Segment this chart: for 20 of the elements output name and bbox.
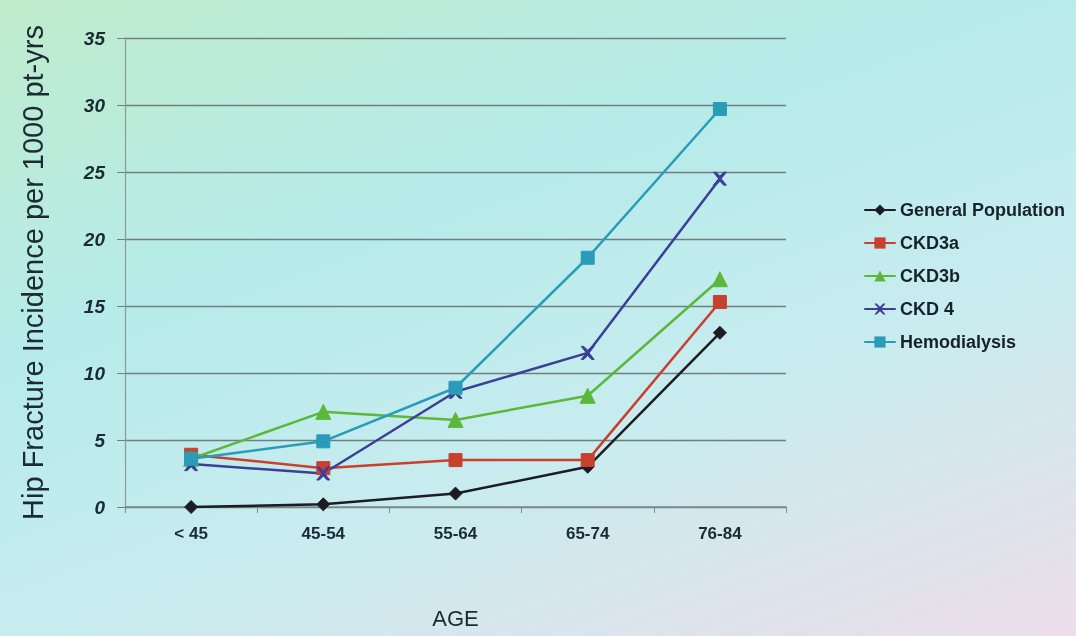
y-tick-label: 35 bbox=[83, 27, 106, 49]
y-tick-label: 20 bbox=[82, 228, 106, 250]
y-axis-title: Hip Fracture Incidence per 1000 pt-yrs bbox=[16, 25, 49, 520]
legend-label: CKD 4 bbox=[899, 299, 954, 319]
y-tick-label: 30 bbox=[83, 94, 106, 116]
x-tick-label: 65-74 bbox=[565, 524, 610, 543]
x-tick-label: 45-54 bbox=[301, 524, 346, 543]
y-tick-label: 5 bbox=[94, 429, 106, 451]
legend-label: Hemodialysis bbox=[899, 332, 1017, 352]
x-tick-label: < 45 bbox=[174, 524, 208, 543]
y-tick-label: 10 bbox=[83, 362, 106, 384]
x-axis-title: AGE bbox=[432, 605, 479, 631]
y-tick-label: 0 bbox=[94, 496, 106, 518]
legend-label: CKD3b bbox=[899, 266, 960, 286]
x-tick-label: 55-64 bbox=[433, 524, 478, 543]
y-tick-label: 25 bbox=[82, 161, 106, 183]
legend-label: CKD3a bbox=[899, 233, 960, 253]
x-tick-label: 76-84 bbox=[698, 524, 743, 543]
legend-label: General Population bbox=[899, 200, 1066, 220]
y-tick-label: 15 bbox=[83, 295, 106, 317]
